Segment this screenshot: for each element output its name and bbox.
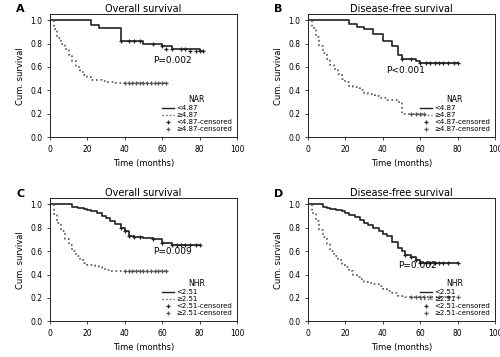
Text: C: C bbox=[16, 188, 24, 198]
Legend: <4.87, ≥4.87, <4.87-censored, ≥4.87-censored: <4.87, ≥4.87, <4.87-censored, ≥4.87-cens… bbox=[160, 94, 234, 134]
X-axis label: Time (months): Time (months) bbox=[371, 343, 432, 352]
Title: Disease-free survival: Disease-free survival bbox=[350, 188, 453, 198]
Text: A: A bbox=[16, 4, 25, 14]
Text: P=0.002: P=0.002 bbox=[153, 56, 192, 65]
Text: P<0.001: P<0.001 bbox=[386, 66, 426, 75]
Legend: <4.87, ≥4.87, <4.87-censored, ≥4.87-censored: <4.87, ≥4.87, <4.87-censored, ≥4.87-cens… bbox=[418, 94, 492, 134]
Title: Disease-free survival: Disease-free survival bbox=[350, 4, 453, 14]
Y-axis label: Cum. survival: Cum. survival bbox=[16, 231, 24, 289]
Y-axis label: Cum. survival: Cum. survival bbox=[274, 231, 282, 289]
Y-axis label: Cum. survival: Cum. survival bbox=[16, 47, 24, 105]
Text: B: B bbox=[274, 4, 282, 14]
Title: Overall survival: Overall survival bbox=[106, 188, 182, 198]
Text: P=0.002: P=0.002 bbox=[398, 261, 436, 271]
X-axis label: Time (months): Time (months) bbox=[113, 159, 174, 168]
Title: Overall survival: Overall survival bbox=[106, 4, 182, 14]
X-axis label: Time (months): Time (months) bbox=[371, 159, 432, 168]
Legend: <2.51, ≥2.51, <2.51-censored, ≥2.51-censored: <2.51, ≥2.51, <2.51-censored, ≥2.51-cens… bbox=[418, 278, 492, 318]
X-axis label: Time (months): Time (months) bbox=[113, 343, 174, 352]
Legend: <2.51, ≥2.51, <2.51-censored, ≥2.51-censored: <2.51, ≥2.51, <2.51-censored, ≥2.51-cens… bbox=[160, 278, 234, 318]
Text: P=0.009: P=0.009 bbox=[153, 247, 192, 256]
Y-axis label: Cum. survival: Cum. survival bbox=[274, 47, 282, 105]
Text: D: D bbox=[274, 188, 283, 198]
